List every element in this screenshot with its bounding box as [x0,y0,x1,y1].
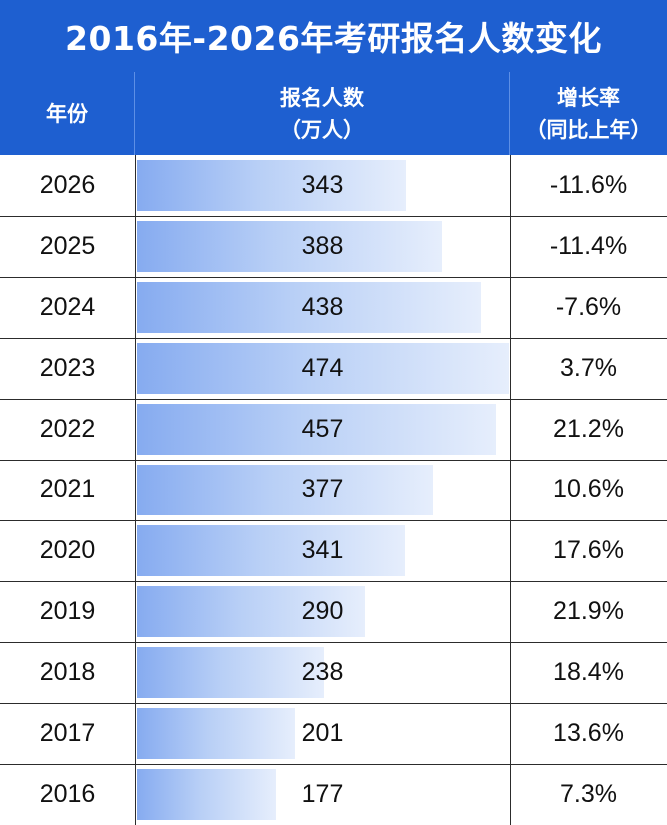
count-cell: 457 [301,414,344,443]
count-cell: 388 [301,231,344,260]
row-divider [0,642,667,644]
count-cell: 177 [301,780,344,809]
title-bar: 2016年-2026年考研报名人数变化 [0,0,667,72]
table-row: 2023 474 3.7% [0,338,667,399]
row-divider [0,398,667,400]
year-cell: 2023 [39,353,96,382]
table-row: 2024 438 -7.6% [0,277,667,338]
year-cell: 2024 [39,292,96,321]
table-row: 2017 201 13.6% [0,703,667,764]
count-bar [137,586,365,638]
table-row: 2022 457 21.2% [0,399,667,460]
count-bar [137,525,405,577]
count-bar [137,281,481,333]
count-cell: 343 [301,170,344,199]
row-divider [0,581,667,583]
year-cell: 2018 [39,658,96,687]
rate-cell: 21.9% [553,597,624,626]
count-bar [137,403,496,455]
header-count-label: 报名人数 [280,85,364,110]
table-row: 2016 177 7.3% [0,764,667,825]
year-cell: 2021 [39,475,96,504]
rate-cell: 17.6% [553,536,624,565]
year-cell: 2025 [39,231,96,260]
table-row: 2025 388 -11.4% [0,216,667,277]
count-bar [137,464,433,516]
year-cell: 2020 [39,536,96,565]
rate-cell: 21.2% [553,414,624,443]
row-divider [0,459,667,461]
rate-cell: -7.6% [555,292,622,321]
header-rate: 增长率 （同比上年） [510,72,667,155]
count-cell: 377 [301,475,344,504]
rate-cell: -11.4% [549,231,628,260]
row-divider [0,215,667,217]
row-divider [0,520,667,522]
year-cell: 2019 [39,597,96,626]
count-bar [137,647,324,699]
table-row: 2026 343 -11.6% [0,155,667,216]
rate-cell: 7.3% [560,780,617,809]
count-bar [137,708,295,760]
table-row: 2020 341 17.6% [0,520,667,581]
year-cell: 2016 [39,780,96,809]
count-bar [137,342,509,394]
table-row: 2021 377 10.6% [0,460,667,521]
count-cell: 438 [301,292,344,321]
rate-cell: 18.4% [553,658,624,687]
year-cell: 2022 [39,414,96,443]
column-divider [135,155,136,825]
year-cell: 2026 [39,170,96,199]
row-divider [0,764,667,766]
header-rate-label: 增长率 [557,85,620,110]
table-row: 2018 238 18.4% [0,642,667,703]
header-year: 年份 [0,72,135,155]
row-divider [0,703,667,705]
row-divider [0,276,667,278]
count-cell: 341 [301,536,344,565]
year-cell: 2017 [39,719,96,748]
count-cell: 201 [301,719,344,748]
header-count: 报名人数 （万人） [135,72,510,155]
count-bar [137,220,442,272]
header-count-unit: （万人） [280,117,364,142]
rate-cell: 13.6% [553,719,624,748]
header-rate-note: （同比上年） [525,117,652,142]
count-cell: 474 [301,353,344,382]
count-bar [137,160,407,211]
rate-cell: -11.6% [549,170,628,199]
count-cell: 290 [301,597,344,626]
row-divider [0,337,667,339]
count-cell: 238 [301,658,344,687]
chart-title: 2016年-2026年考研报名人数变化 [65,19,602,58]
header-year-label: 年份 [46,101,88,126]
rate-cell: 10.6% [553,475,624,504]
table-row: 2019 290 21.9% [0,581,667,642]
column-divider [510,155,511,825]
count-bar [137,769,276,820]
rate-cell: 3.7% [560,353,617,382]
